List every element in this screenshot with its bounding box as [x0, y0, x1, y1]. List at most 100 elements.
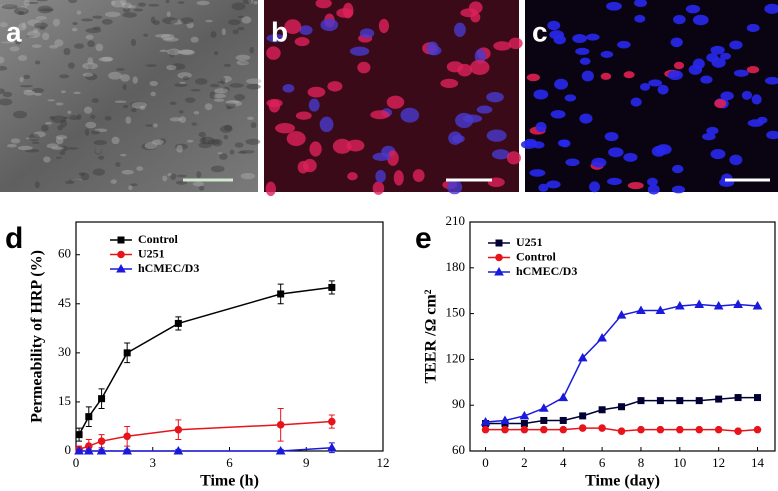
texture	[159, 138, 167, 145]
texture	[63, 47, 71, 56]
texture	[31, 44, 42, 48]
texture	[93, 140, 107, 146]
nucleus	[547, 20, 561, 31]
texture	[19, 84, 33, 88]
texture	[91, 98, 99, 104]
nucleus	[764, 3, 778, 14]
nucleus	[671, 185, 686, 194]
nucleus	[546, 180, 561, 189]
marker	[577, 352, 588, 362]
texture	[145, 64, 157, 67]
panel-label: d	[5, 222, 23, 255]
marker	[734, 427, 742, 435]
panel-label: e	[415, 222, 432, 255]
cell	[506, 151, 521, 165]
texture	[0, 88, 5, 94]
texture	[242, 0, 252, 5]
texture	[229, 83, 244, 88]
nucleus	[623, 71, 635, 79]
cell	[386, 95, 405, 109]
texture	[23, 74, 31, 80]
cell	[447, 180, 463, 195]
texture	[72, 21, 78, 26]
texture	[34, 22, 48, 29]
texture	[250, 122, 257, 129]
nucleus	[720, 91, 734, 101]
cell	[372, 181, 385, 195]
texture	[73, 43, 85, 49]
marker	[598, 406, 606, 414]
texture	[237, 151, 247, 154]
texture	[175, 180, 188, 185]
marker	[597, 333, 607, 342]
nucleus	[589, 181, 600, 193]
texture	[23, 0, 30, 7]
y-tick-label: 120	[446, 350, 466, 365]
texture	[232, 29, 239, 35]
texture	[114, 100, 127, 104]
texture	[170, 173, 177, 180]
texture	[85, 34, 94, 40]
y-tick-label: 0	[65, 442, 72, 457]
nucleus	[692, 58, 705, 70]
legend-label: hCMEC/D3	[516, 264, 577, 278]
texture	[249, 46, 255, 54]
texture	[131, 101, 147, 109]
texture	[166, 11, 171, 17]
texture	[131, 108, 137, 113]
texture	[145, 124, 156, 127]
nucleus	[630, 97, 642, 107]
texture	[18, 6, 28, 13]
texture	[174, 83, 188, 87]
cell	[303, 158, 317, 173]
nucleus	[710, 45, 725, 55]
nucleus	[673, 14, 686, 25]
texture	[57, 124, 64, 131]
texture	[125, 116, 132, 124]
texture	[234, 142, 244, 148]
cell	[286, 131, 306, 147]
marker	[277, 290, 285, 298]
texture	[68, 62, 75, 69]
texture	[236, 59, 249, 66]
texture	[92, 26, 101, 31]
series-line	[78, 286, 332, 435]
marker	[328, 417, 336, 426]
nucleus	[667, 70, 683, 81]
texture	[162, 17, 178, 25]
cell	[332, 138, 352, 154]
marker	[559, 425, 568, 434]
texture	[253, 1, 258, 5]
texture	[223, 124, 233, 131]
nucleus	[706, 53, 719, 63]
texture	[151, 139, 164, 145]
marker	[174, 425, 183, 434]
texture	[98, 155, 105, 160]
texture	[198, 141, 212, 149]
texture	[101, 56, 114, 62]
texture	[127, 5, 137, 9]
nucleus	[617, 40, 631, 49]
texture	[32, 88, 45, 94]
texture	[25, 137, 40, 140]
marker	[74, 445, 84, 455]
cell	[284, 19, 302, 35]
legend-label: hCMEC/D3	[138, 261, 199, 275]
marker	[676, 397, 684, 405]
nucleus	[586, 33, 600, 41]
texture	[76, 114, 82, 120]
texture	[0, 41, 16, 44]
nucleus	[533, 89, 549, 100]
texture	[36, 0, 48, 2]
texture	[190, 88, 201, 92]
marker	[520, 425, 529, 434]
texture	[226, 106, 232, 110]
texture	[78, 172, 86, 176]
nucleus	[633, 0, 648, 8]
marker	[694, 299, 705, 308]
x-tick-label: 0	[73, 455, 80, 470]
texture	[120, 74, 130, 82]
texture	[228, 19, 241, 26]
texture	[149, 80, 158, 87]
cell	[468, 1, 483, 14]
